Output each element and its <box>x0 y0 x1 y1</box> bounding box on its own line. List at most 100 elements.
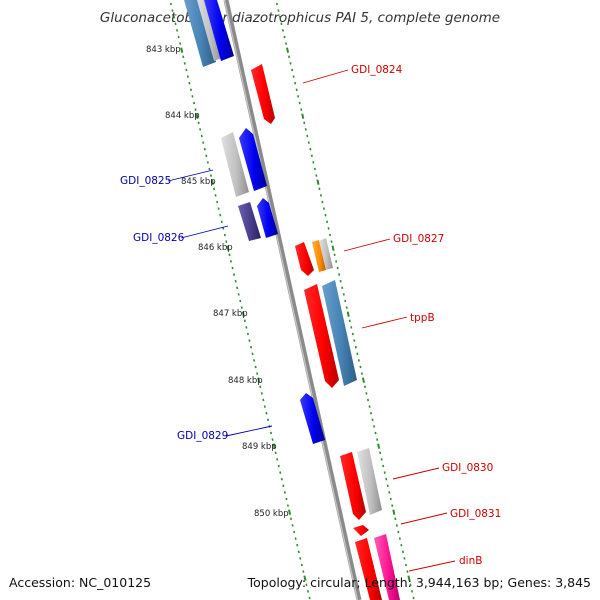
backbone <box>223 0 362 600</box>
minor-tick <box>214 194 217 197</box>
genome-summary-text: Topology: circular; Length: 3,944,163 bp… <box>247 575 591 590</box>
minor-tick <box>186 75 189 78</box>
minor-tick <box>245 326 248 329</box>
feature-gdi0827-gray[interactable] <box>319 238 333 270</box>
feature-gdi0825-blue[interactable] <box>239 128 267 191</box>
minor-tick <box>394 517 397 521</box>
minor-tick <box>194 108 197 111</box>
minor-tick <box>203 147 206 151</box>
minor-tick <box>312 161 315 164</box>
gene-label-gdi0826[interactable]: GDI_0826 <box>133 232 185 244</box>
major-tick <box>303 575 307 581</box>
major-tick <box>377 443 381 449</box>
minor-tick <box>389 497 392 501</box>
minor-tick <box>306 590 309 593</box>
gene-label-gdi0831[interactable]: GDI_0831 <box>450 508 501 520</box>
minor-tick <box>359 365 362 369</box>
minor-tick <box>360 372 363 375</box>
major-tick <box>346 311 350 317</box>
minor-tick <box>173 15 176 19</box>
minor-tick <box>278 15 281 19</box>
minor-tick <box>200 134 203 138</box>
minor-tick <box>330 240 333 243</box>
feature-gdi0826-dark[interactable] <box>238 202 261 241</box>
minor-tick <box>182 55 185 59</box>
minor-tick <box>376 438 379 441</box>
minor-tick <box>276 458 279 461</box>
major-tick <box>211 179 215 185</box>
feature-gdi0824[interactable] <box>251 64 275 124</box>
forward-features <box>251 64 400 600</box>
tick-label: 845 kbp <box>181 177 216 187</box>
feature-top-steel[interactable] <box>184 0 216 67</box>
minor-tick <box>231 266 234 270</box>
feature-gdi0830-gray[interactable] <box>357 448 382 515</box>
major-tick <box>272 443 276 449</box>
tick-label: 843 kbp <box>146 45 181 55</box>
tick-label: 847 kbp <box>213 309 248 319</box>
minor-tick <box>262 398 265 402</box>
minor-tick <box>285 42 288 45</box>
feature-tppb-steel[interactable] <box>322 280 357 386</box>
minor-tick <box>321 200 324 204</box>
minor-tick <box>310 154 313 158</box>
major-tick <box>407 575 411 581</box>
feature-gdi0825-gray[interactable] <box>221 132 249 197</box>
minor-tick <box>213 187 216 191</box>
gene-label-tppb[interactable]: tppB <box>410 312 435 324</box>
minor-tick <box>391 504 394 507</box>
minor-tick <box>174 22 177 26</box>
minor-tick <box>380 458 383 461</box>
minor-tick <box>379 451 382 455</box>
accession-text: Accession: NC_010125 <box>9 575 152 590</box>
minor-tick <box>294 537 297 540</box>
minor-tick <box>266 418 269 422</box>
gene-label-gdi0824[interactable]: GDI_0824 <box>351 64 403 76</box>
minor-tick <box>188 81 191 85</box>
minor-tick <box>237 293 240 296</box>
feature-dinb-red[interactable] <box>355 538 382 600</box>
minor-tick <box>382 464 385 468</box>
minor-tick <box>189 88 192 92</box>
minor-tick <box>354 345 357 349</box>
minor-tick <box>283 491 286 494</box>
minor-tick <box>289 62 292 65</box>
tick-label: 848 kbp <box>228 376 263 386</box>
major-tick <box>392 509 396 515</box>
minor-tick <box>206 161 209 164</box>
minor-tick <box>351 332 354 336</box>
minor-tick <box>281 29 284 32</box>
minor-tick <box>291 524 294 527</box>
minor-tick <box>270 431 273 435</box>
feature-gdi0830-red[interactable] <box>340 452 366 520</box>
feature-tppb-red[interactable] <box>304 284 339 388</box>
feature-gdi0827-red[interactable] <box>295 242 314 276</box>
minor-tick <box>279 471 282 474</box>
minor-tick <box>395 524 398 527</box>
feature-gdi0831[interactable] <box>353 525 369 536</box>
feature-top-blue[interactable] <box>204 0 234 61</box>
minor-tick <box>404 563 407 567</box>
minor-tick <box>236 286 239 290</box>
minor-tick <box>322 207 325 210</box>
minor-tick <box>303 121 306 125</box>
minor-tick <box>271 438 274 441</box>
minor-tick <box>305 583 308 587</box>
gene-label-gdi0830[interactable]: GDI_0830 <box>442 462 493 474</box>
feature-gdi0826-blue[interactable] <box>257 198 278 238</box>
feature-top-gray[interactable] <box>197 0 222 61</box>
gene-label-dinb[interactable]: dinB <box>459 555 482 567</box>
gene-label-gdi0829[interactable]: GDI_0829 <box>177 430 228 442</box>
feature-dinb-pink[interactable] <box>374 534 400 600</box>
minor-tick <box>388 491 391 494</box>
major-tick <box>180 47 184 53</box>
minor-tick <box>197 121 200 125</box>
gene-label-gdi0825[interactable]: GDI_0825 <box>120 175 171 187</box>
feature-gdi0827-orange[interactable] <box>312 240 326 272</box>
gene-label-gdi0827[interactable]: GDI_0827 <box>393 233 444 245</box>
feature-gdi0829[interactable] <box>300 393 325 444</box>
minor-tick <box>286 504 289 507</box>
minor-tick <box>205 154 208 158</box>
minor-tick <box>401 550 404 554</box>
minor-tick <box>308 596 311 600</box>
